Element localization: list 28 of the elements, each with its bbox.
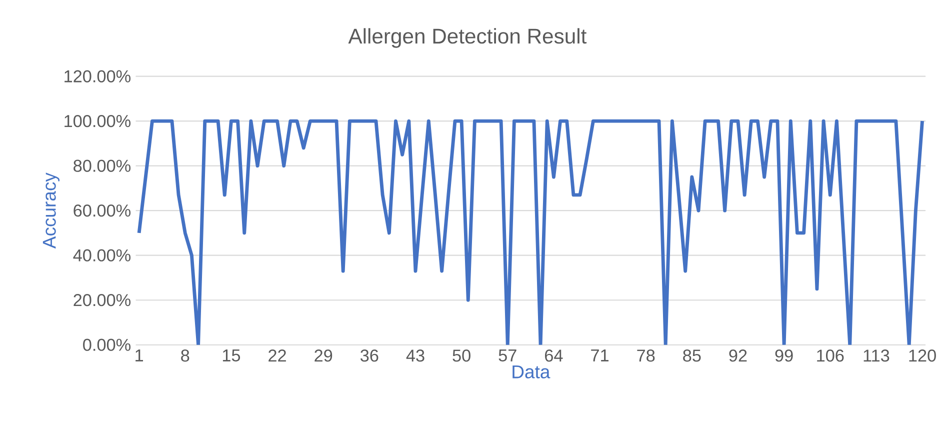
y-tick-label: 40.00% (73, 249, 130, 262)
x-tick-label: 57 (498, 349, 516, 362)
x-tick-label: 1 (136, 349, 143, 362)
x-tick-label: 78 (637, 349, 655, 362)
y-tick-label: 120.00% (64, 70, 130, 82)
y-tick-label: 60.00% (74, 204, 130, 217)
x-tick-label: 64 (545, 349, 563, 362)
x-tick-label: 43 (406, 349, 424, 362)
x-tick-label: 85 (683, 349, 701, 362)
x-tick-label: 71 (591, 349, 608, 362)
y-axis-title: Accuracy (42, 172, 60, 248)
x-tick-label: 8 (181, 349, 190, 362)
x-tick-label: 22 (268, 349, 286, 362)
x-tick-label: 106 (817, 349, 844, 362)
y-tick-label: 80.00% (74, 160, 130, 172)
x-tick-label: 36 (360, 349, 378, 362)
x-tick-label: 120 (909, 349, 936, 362)
x-tick-label: 113 (864, 349, 890, 362)
x-axis-title: Data (512, 365, 550, 378)
y-tick-label: 20.00% (74, 294, 130, 306)
chart-title: Allergen Detection Result (348, 28, 587, 48)
x-tick-label: 99 (775, 349, 793, 362)
x-tick-label: 50 (452, 349, 470, 362)
x-tick-label: 92 (729, 349, 747, 362)
y-tick-label: 100.00% (64, 114, 130, 128)
x-tick-label: 29 (314, 349, 332, 362)
x-tick-label: 15 (222, 349, 240, 362)
y-tick-label: 0.00% (83, 338, 130, 351)
